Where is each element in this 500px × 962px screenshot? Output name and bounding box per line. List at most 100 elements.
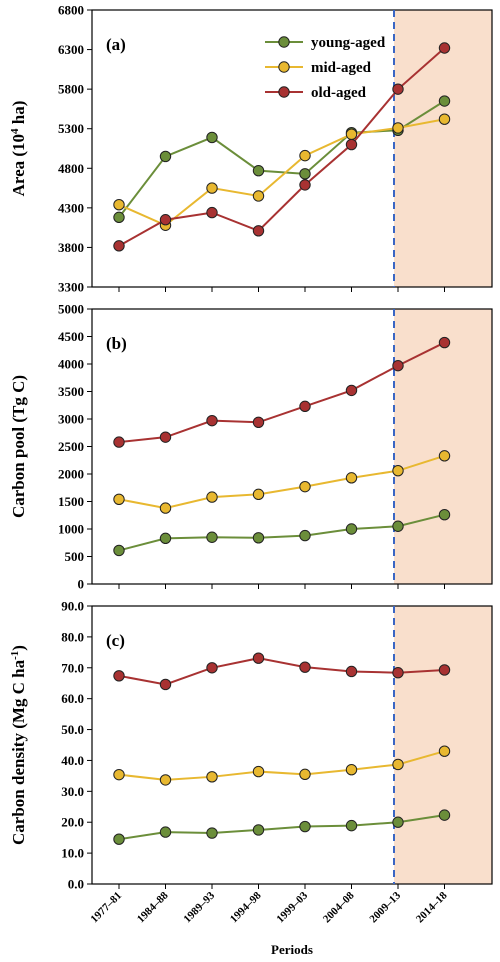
y-tick-label-2-0: 0.0: [68, 877, 84, 892]
projection-shade-2: [394, 606, 492, 884]
data-point-2-2-6: [392, 667, 404, 679]
y-tick-label-1-7: 3500: [58, 384, 84, 399]
data-point-1-0-7: [438, 509, 451, 521]
y-tick-label-1-3: 1500: [58, 494, 84, 509]
x-tick-label-4: 1999–03: [274, 889, 310, 925]
data-point-0-2-0: [113, 240, 125, 252]
y-tick-label-1-6: 3000: [58, 412, 84, 427]
legend-label-1: mid-aged: [311, 60, 372, 76]
data-point-2-0-5: [345, 819, 358, 832]
data-point-1-1-4: [299, 480, 311, 493]
x-tick-label-6: 2009–13: [367, 889, 403, 925]
series-line-2-2: [118, 657, 445, 686]
y-tick-label-2-3: 30.0: [61, 784, 84, 799]
data-point-1-2-3: [252, 416, 265, 428]
x-tick-label-3: 1994–98: [228, 889, 264, 925]
y-tick-label-2-2: 20.0: [61, 815, 84, 830]
data-point-1-1-7: [438, 450, 451, 462]
legend-label-2: old-aged: [311, 85, 367, 101]
x-tick-label-0: 1977–81: [88, 890, 124, 926]
series-line-0-0: [118, 100, 446, 218]
data-point-2-0-1: [159, 826, 172, 838]
y-tick-label-1-4: 2000: [58, 467, 84, 482]
data-point-1-0-1: [159, 532, 172, 545]
series-line-1-2: [118, 341, 445, 444]
x-tick-label-2: 1989–93: [181, 889, 217, 925]
data-point-2-1-1: [159, 774, 172, 786]
data-point-1-2-7: [438, 336, 451, 349]
y-tick-label-1-8: 4000: [58, 357, 84, 372]
plot-frame-2: [91, 605, 493, 885]
data-point-0-1-5: [345, 128, 358, 140]
data-point-2-1-4: [299, 768, 311, 781]
panel-label-1: (b): [106, 334, 127, 353]
y-tick-label-0-0: 3300: [58, 280, 84, 295]
y-tick-label-0-4: 5300: [58, 121, 84, 136]
data-point-1-2-0: [113, 436, 125, 448]
data-point-2-1-6: [392, 758, 404, 771]
data-point-2-0-0: [113, 833, 125, 845]
data-point-1-1-3: [252, 488, 265, 501]
y-tick-label-2-6: 60.0: [61, 691, 84, 706]
y-tick-label-1-0: 0: [78, 577, 85, 592]
data-point-1-2-5: [345, 384, 358, 397]
data-point-1-2-1: [159, 431, 172, 443]
y-axis-label-1: Carbon pool (Tg C): [9, 375, 28, 518]
data-point-2-1-0: [113, 768, 125, 781]
data-point-1-2-2: [206, 414, 218, 427]
series-line-1-1: [118, 454, 445, 510]
data-point-0-1-3: [252, 190, 265, 202]
legend-label-0: young-aged: [311, 35, 386, 51]
data-point-0-2-6: [392, 83, 404, 95]
data-point-2-2-7: [438, 664, 451, 676]
data-point-1-0-5: [345, 523, 358, 535]
y-tick-label-2-8: 80.0: [61, 629, 84, 644]
data-point-1-1-6: [392, 465, 404, 477]
y-tick-label-0-6: 6300: [58, 42, 84, 57]
data-point-0-2-5: [345, 138, 358, 151]
y-tick-label-2-7: 70.0: [61, 660, 84, 675]
y-tick-label-2-9: 90.0: [61, 599, 84, 614]
data-point-2-2-4: [299, 661, 311, 673]
data-point-0-2-4: [299, 179, 311, 191]
y-tick-label-1-1: 500: [65, 549, 85, 564]
data-point-0-0-1: [159, 150, 172, 163]
y-tick-label-1-2: 1000: [58, 522, 84, 537]
data-point-0-2-3: [252, 225, 265, 237]
data-point-2-0-2: [206, 827, 218, 839]
series-line-2-0: [118, 814, 445, 841]
x-axis-label: Periods: [271, 942, 313, 957]
data-point-0-2-2: [206, 206, 218, 219]
y-tick-label-1-5: 2500: [58, 439, 84, 454]
data-point-1-2-4: [299, 400, 311, 413]
data-point-2-1-2: [206, 771, 218, 783]
data-point-0-1-7: [438, 113, 451, 125]
panel-label-2: (c): [106, 631, 125, 650]
data-point-0-1-4: [299, 149, 311, 162]
data-point-2-2-0: [113, 670, 125, 682]
x-tick-label-1: 1984–88: [135, 889, 171, 925]
x-tick-label-7: 2014–18: [414, 889, 450, 925]
data-point-1-0-0: [113, 544, 125, 557]
y-tick-label-0-3: 4800: [58, 161, 84, 176]
y-axis-label-0: Area (104 ha): [9, 101, 28, 197]
data-point-0-1-2: [206, 182, 218, 194]
data-point-2-2-2: [206, 662, 218, 674]
data-point-1-0-4: [299, 529, 311, 542]
data-point-0-2-1: [159, 214, 172, 226]
projection-shade-1: [394, 309, 492, 584]
data-point-2-2-3: [252, 652, 265, 664]
y-tick-label-1-10: 5000: [58, 302, 84, 317]
data-point-2-1-7: [438, 745, 451, 757]
data-point-0-0-2: [206, 131, 218, 144]
series-line-0-2: [118, 47, 446, 247]
projection-shade-0: [394, 10, 492, 287]
x-tick-label-5: 2004–08: [321, 889, 357, 925]
data-point-0-0-4: [299, 168, 311, 180]
data-point-0-0-0: [113, 211, 125, 224]
data-point-1-1-5: [345, 472, 358, 484]
y-axis-label-2: Carbon density (Mg C ha-1): [9, 645, 28, 845]
data-point-1-1-0: [113, 493, 125, 505]
data-point-2-0-4: [299, 820, 311, 833]
legend-marker-2: [278, 86, 290, 98]
